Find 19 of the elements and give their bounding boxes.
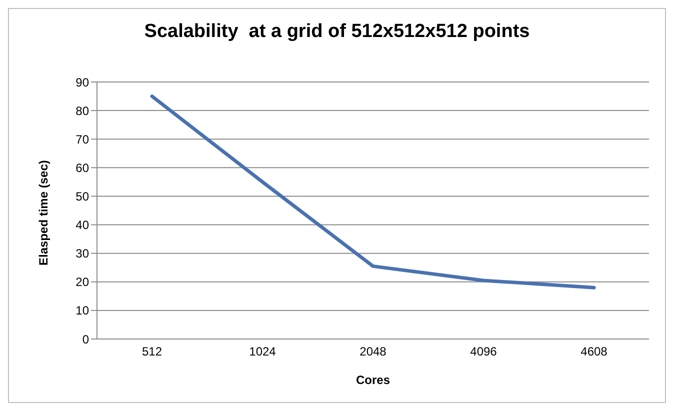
y-tick-label: 50: [76, 189, 90, 204]
x-tick-label: 2048: [360, 344, 387, 359]
x-axis-title: Cores: [356, 373, 390, 387]
y-tick-label: 0: [82, 332, 90, 346]
y-tick-label: 70: [76, 132, 90, 146]
y-tick-label: 60: [76, 160, 90, 175]
x-tick-label: 4096: [470, 344, 498, 359]
line-series: [150, 94, 596, 290]
y-tick-label: 90: [76, 75, 90, 90]
y-tick-label: 10: [76, 304, 90, 318]
chart-title: Scalability at a grid of 512x512x512 points: [143, 21, 531, 43]
y-tick-label: 40: [76, 218, 90, 232]
x-tick-label: 512: [142, 344, 162, 359]
y-tick-label: 20: [76, 275, 90, 290]
y-tick-label: 30: [76, 246, 90, 261]
y-axis-title: Elasped time (sec): [36, 160, 50, 266]
x-tick-label: 4608: [580, 344, 608, 359]
y-tick-label: 80: [76, 104, 90, 118]
x-tick-label: 1024: [249, 344, 276, 359]
